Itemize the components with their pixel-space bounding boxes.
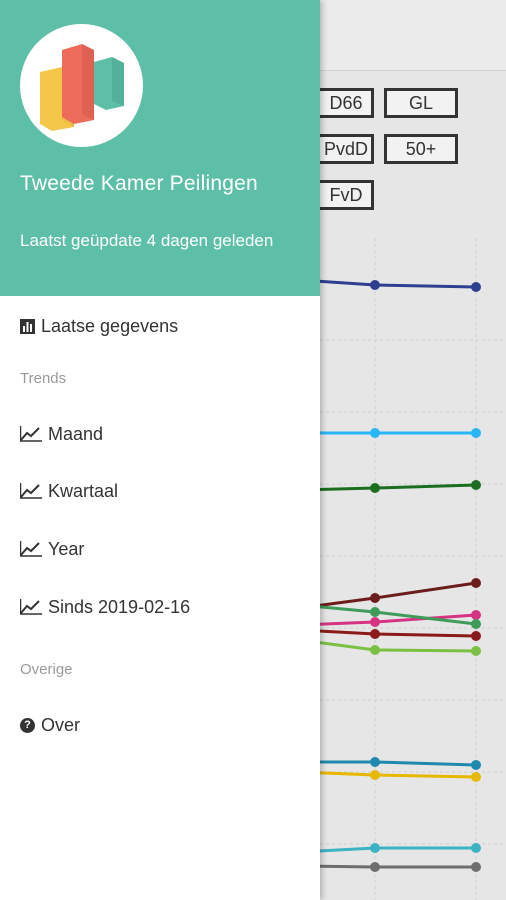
app-logo — [20, 24, 143, 147]
trending-up-icon — [20, 541, 42, 557]
help-icon: ? — [20, 717, 35, 733]
chart-gridlines — [320, 238, 506, 900]
section-label-trends: Trends — [20, 370, 67, 387]
menu-item-label: Sinds 2019-02-16 — [48, 596, 191, 617]
series-line — [300, 760, 477, 767]
series-point — [471, 631, 481, 641]
series-point — [370, 617, 380, 627]
series-line — [299, 581, 477, 610]
series-point — [370, 770, 380, 780]
menu-item-about[interactable]: ? Over — [20, 711, 80, 739]
bar-chart-logo-icon — [40, 44, 124, 131]
series-point — [370, 862, 380, 872]
series-line — [299, 638, 477, 653]
party-chip-gl[interactable]: GL — [384, 88, 458, 118]
series-point — [370, 629, 380, 639]
menu-item-quarter[interactable]: Kwartaal — [20, 477, 118, 505]
series-point — [370, 483, 380, 493]
last-updated-text: Laatst geüpdate 4 dagen geleden — [20, 231, 274, 250]
series-point — [370, 593, 380, 603]
series-point — [370, 843, 380, 853]
menu-item-latest-data[interactable]: Laatse gegevens — [20, 312, 178, 340]
series-point — [471, 843, 481, 853]
navigation-drawer: Tweede Kamer Peilingen Laatst geüpdate 4… — [0, 0, 320, 900]
bar-chart-icon — [20, 318, 35, 334]
menu-item-label: Over — [41, 714, 81, 735]
series-line — [299, 770, 477, 779]
section-label-other: Overige — [20, 661, 73, 678]
trending-up-icon — [20, 426, 42, 442]
menu-item-label: Laatse gegevens — [41, 315, 179, 336]
trending-up-icon — [20, 483, 42, 499]
series-point — [471, 480, 481, 490]
series-point — [471, 428, 481, 438]
series-point — [471, 282, 481, 292]
drawer-header: Tweede Kamer Peilingen Laatst geüpdate 4… — [0, 0, 320, 296]
series-point — [471, 578, 481, 588]
series-point — [370, 607, 380, 617]
menu-item-label: Kwartaal — [48, 480, 119, 501]
chart-series — [299, 278, 481, 872]
series-point — [471, 646, 481, 656]
series-point — [471, 760, 481, 770]
series-point — [370, 757, 380, 767]
series-point — [471, 619, 481, 629]
party-chip-50plus[interactable]: 50+ — [384, 134, 458, 164]
menu-item-label: Year — [48, 538, 85, 559]
series-point — [471, 862, 481, 872]
menu-item-label: Maand — [48, 423, 104, 444]
series-line — [299, 628, 477, 638]
menu-item-since[interactable]: Sinds 2019-02-16 — [20, 593, 190, 621]
menu-item-year[interactable]: Year — [20, 535, 84, 563]
series-point — [370, 280, 380, 290]
series-line — [299, 278, 477, 289]
series-line — [299, 483, 477, 492]
app-title: Tweede Kamer Peilingen — [20, 172, 258, 195]
series-point — [370, 645, 380, 655]
series-point — [471, 610, 481, 620]
series-point — [471, 772, 481, 782]
menu-item-month[interactable]: Maand — [20, 420, 103, 448]
series-line — [299, 846, 476, 854]
trending-up-icon — [20, 599, 42, 615]
series-point — [370, 428, 380, 438]
series-line — [299, 864, 476, 869]
